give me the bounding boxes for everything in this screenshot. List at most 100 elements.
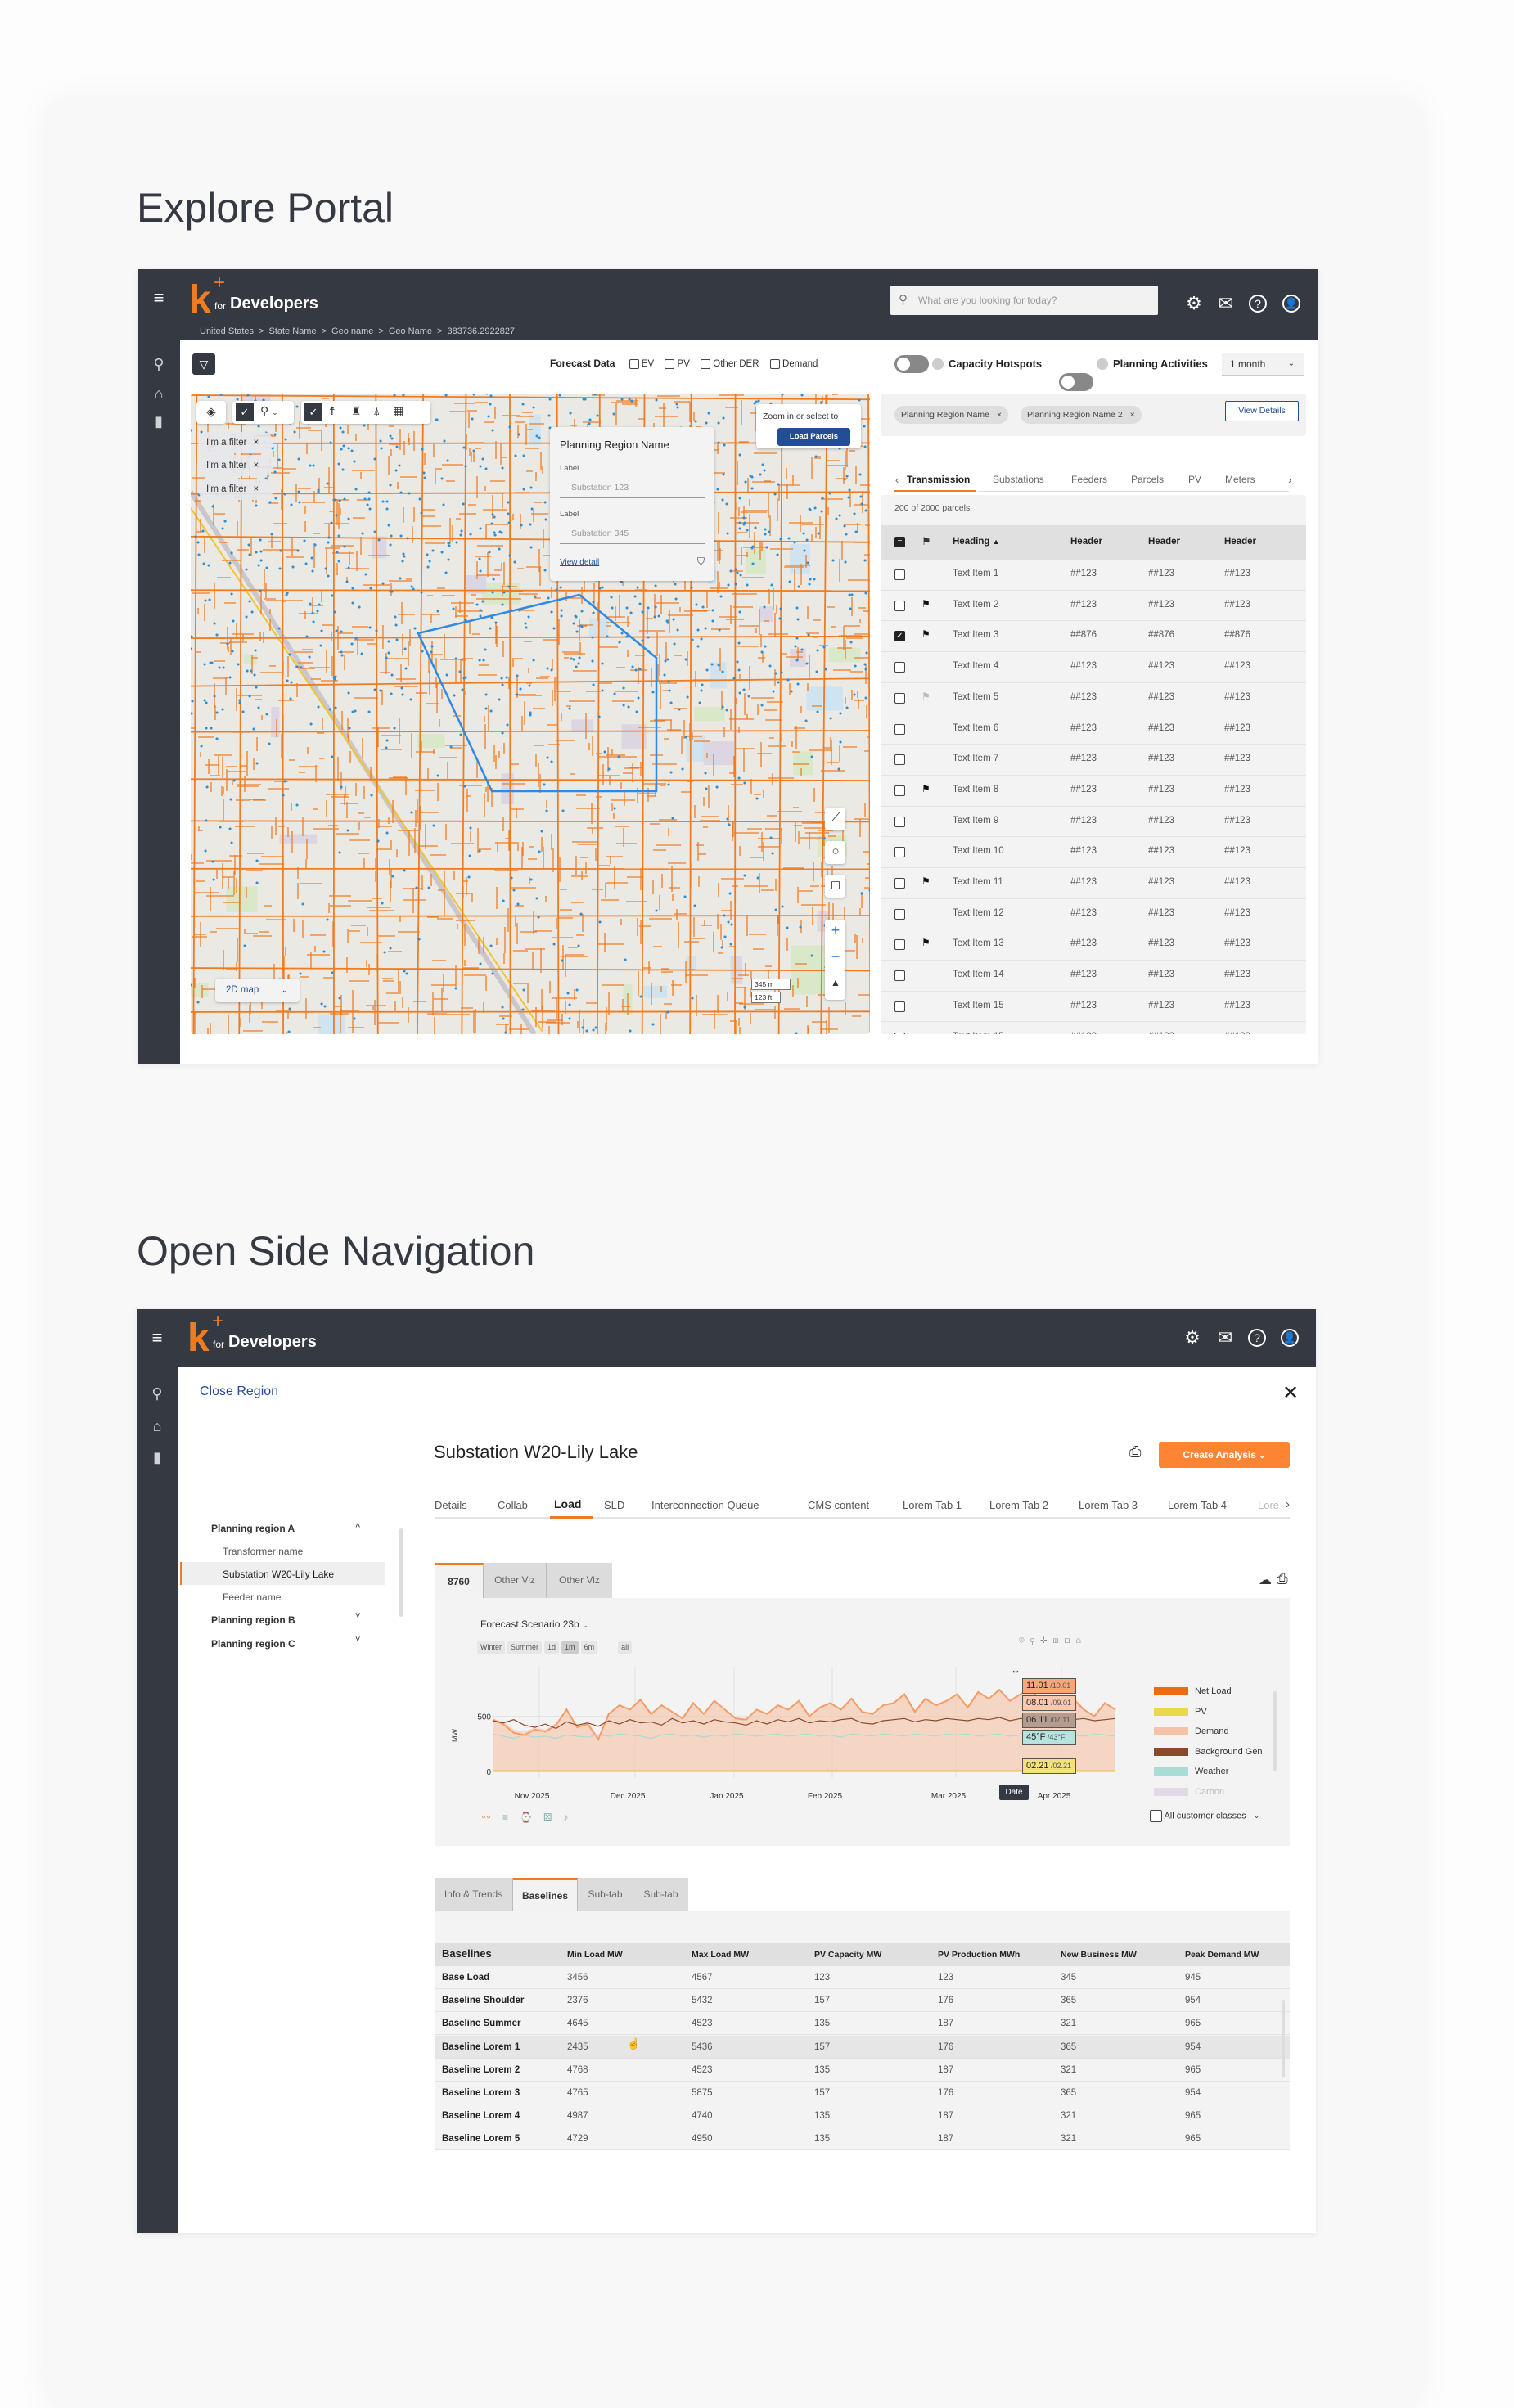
table-row[interactable]: Baseline Summer 4645 4523 135 187 321 965 <box>435 2012 1290 2036</box>
column-heading[interactable]: Heading ▲ <box>953 537 1000 547</box>
select-all-checkbox[interactable]: − <box>894 537 905 547</box>
map-type-dropdown[interactable]: 2D map ⌄ <box>215 979 300 1002</box>
customer-classes-checkbox[interactable] <box>1150 1810 1162 1822</box>
map-filter-chip[interactable]: I'm a filter × <box>198 432 273 453</box>
print-icon[interactable]: ⎙ <box>1129 1443 1142 1460</box>
tab-sld[interactable]: SLD <box>604 1499 625 1511</box>
row-checkbox[interactable] <box>894 939 905 951</box>
folder-icon[interactable]: ▮ <box>155 413 163 430</box>
close-icon[interactable]: × <box>253 438 259 448</box>
nav-region-a[interactable]: Planning region A <box>211 1523 295 1534</box>
row-checkbox[interactable] <box>894 692 905 704</box>
print-icon[interactable]: ⎙ <box>1277 1571 1288 1587</box>
flag-icon[interactable]: ⚑ <box>921 628 930 641</box>
reset-home-icon[interactable]: ⌂ <box>1075 1636 1088 1645</box>
tab-interconnection-queue[interactable]: Interconnection Queue <box>651 1499 759 1511</box>
column-header[interactable]: Header <box>1224 537 1256 547</box>
range-winter[interactable]: Winter <box>477 1641 506 1654</box>
search-icon[interactable]: ⚲ <box>151 1385 163 1402</box>
tab-meters[interactable]: Meters <box>1225 474 1255 485</box>
zoom-in-icon[interactable]: ⊞ <box>1052 1636 1065 1645</box>
draw-polygon-button[interactable]: ◻ <box>825 875 845 898</box>
tab-lore[interactable]: Lore <box>1258 1499 1280 1511</box>
close-icon[interactable]: × <box>253 484 259 494</box>
table-row[interactable]: ⚑ Text Item 2 ##123 ##123 ##123 <box>881 591 1306 622</box>
legend-item[interactable]: PV <box>1154 1707 1207 1723</box>
bookmark-icon[interactable]: ⛉ <box>697 556 705 567</box>
bar-sort-icon[interactable]: ≡ <box>502 1812 520 1823</box>
load-parcels-button[interactable]: Load Parcels <box>777 428 850 446</box>
row-checkbox[interactable] <box>894 816 905 827</box>
other-der-checkbox[interactable] <box>701 358 711 369</box>
watch-icon[interactable]: ⌚ <box>520 1812 543 1823</box>
logo[interactable]: k + for Developers <box>187 1311 318 1361</box>
table-row[interactable]: Base Load 3456 4567 123 123 345 945 <box>435 1966 1290 1989</box>
row-checkbox[interactable] <box>894 785 905 796</box>
legend-scrollbar[interactable] <box>1273 1691 1277 1771</box>
flag-icon[interactable]: ⚑ <box>921 937 930 949</box>
lasso-pin-icon[interactable]: ⚲ ⌄ <box>260 404 278 417</box>
tab-lorem-tab-2[interactable]: Lorem Tab 2 <box>989 1499 1049 1511</box>
hamburger-menu-icon[interactable]: ≡ <box>151 1327 163 1348</box>
table-row[interactable]: Text Item 4 ##123 ##123 ##123 <box>881 652 1306 683</box>
tab-parcels[interactable]: Parcels <box>1131 474 1165 485</box>
dice-icon[interactable]: ⚄ <box>543 1812 564 1823</box>
gear-icon[interactable]: ⚙ <box>1184 1327 1201 1348</box>
table-row[interactable]: ⚑ Text Item 8 ##123 ##123 ##123 <box>881 776 1306 807</box>
planning-region-outline[interactable] <box>417 593 658 793</box>
hamburger-menu-icon[interactable]: ≡ <box>153 287 164 308</box>
draw-line-button[interactable]: ⟋ <box>825 808 845 830</box>
line-chart-icon[interactable]: 〰 <box>481 1812 503 1823</box>
breadcrumb-item[interactable]: State Name <box>268 326 317 336</box>
tab-other-viz[interactable]: Other Viz <box>547 1563 612 1598</box>
period-dropdown[interactable]: 1 month ⌄ <box>1222 353 1304 376</box>
table-row[interactable]: Text Item 6 ##123 ##123 ##123 <box>881 714 1306 745</box>
legend-item[interactable]: Carbon <box>1154 1787 1224 1803</box>
substation-icon[interactable]: ♜ <box>351 404 362 417</box>
tab-details[interactable]: Details <box>435 1499 467 1511</box>
tabs-next-icon[interactable]: › <box>1288 474 1292 486</box>
breadcrumb-item[interactable]: United States <box>200 326 255 336</box>
layers-button[interactable]: ◈ <box>196 401 226 424</box>
tab-other-viz[interactable]: Other Viz <box>484 1563 547 1598</box>
row-checkbox[interactable]: ✓ <box>894 631 905 642</box>
zoom-in-button[interactable]: + <box>831 922 840 938</box>
row-checkbox[interactable] <box>894 723 905 735</box>
table-scrollbar[interactable] <box>1282 2000 1285 2077</box>
user-icon[interactable]: 👤 <box>1281 1329 1299 1347</box>
filter-button[interactable]: ▽ <box>192 353 215 375</box>
map[interactable]: ◈ ✓ ⚲ ⌄ ✓ ☨ ♜ ⍋ ▦ I'm a filter × I'm a fi… <box>191 394 870 1034</box>
region-chip[interactable]: Planning Region Name × <box>894 406 1009 424</box>
tab-feeders[interactable]: Feeders <box>1071 474 1108 485</box>
demand-checkbox[interactable] <box>769 358 780 369</box>
legend-item[interactable]: Net Load <box>1154 1686 1232 1703</box>
row-checkbox[interactable] <box>894 1001 905 1012</box>
transmission-tower-icon[interactable]: ⍋ <box>373 404 381 417</box>
popup-field-value[interactable]: Substation 345 <box>560 522 705 544</box>
user-icon[interactable]: 👤 <box>1282 295 1300 313</box>
map-filter-chip[interactable]: I'm a filter × <box>198 479 273 500</box>
view-details-button[interactable]: View Details <box>1225 401 1299 421</box>
breadcrumb-item[interactable]: Geo name <box>331 326 374 336</box>
check-icon[interactable]: ✓ <box>236 403 254 421</box>
row-checkbox[interactable] <box>894 908 905 920</box>
range-all[interactable]: all <box>618 1641 633 1654</box>
pv-checkbox[interactable] <box>665 358 675 369</box>
table-row[interactable]: ⚑ Text Item 5 ##123 ##123 ##123 <box>881 683 1306 714</box>
gear-icon[interactable]: ⚙ <box>1186 293 1202 313</box>
folder-icon[interactable]: ▮ <box>153 1449 161 1465</box>
search-icon[interactable]: ⚲ <box>153 356 164 372</box>
column-header[interactable]: Header <box>1070 537 1102 547</box>
chevron-up-icon[interactable]: ˄ <box>355 1521 361 1531</box>
legend-item[interactable]: Weather <box>1154 1767 1228 1783</box>
mail-icon[interactable]: ✉ <box>1218 293 1234 313</box>
tabs-next-icon[interactable]: › <box>1286 1497 1290 1511</box>
table-row[interactable]: Text Item 1 ##123 ##123 ##123 <box>881 560 1306 591</box>
tab-load[interactable]: Load <box>554 1497 582 1510</box>
tab-pv[interactable]: PV <box>1188 474 1202 485</box>
nav-scrollbar[interactable] <box>399 1528 403 1617</box>
legend-item[interactable]: Background Gen <box>1154 1747 1263 1763</box>
nav-region-b[interactable]: Planning region B <box>211 1614 295 1626</box>
logo[interactable]: k + for Developers <box>189 272 320 322</box>
breadcrumb-item[interactable]: Geo Name <box>388 326 433 336</box>
